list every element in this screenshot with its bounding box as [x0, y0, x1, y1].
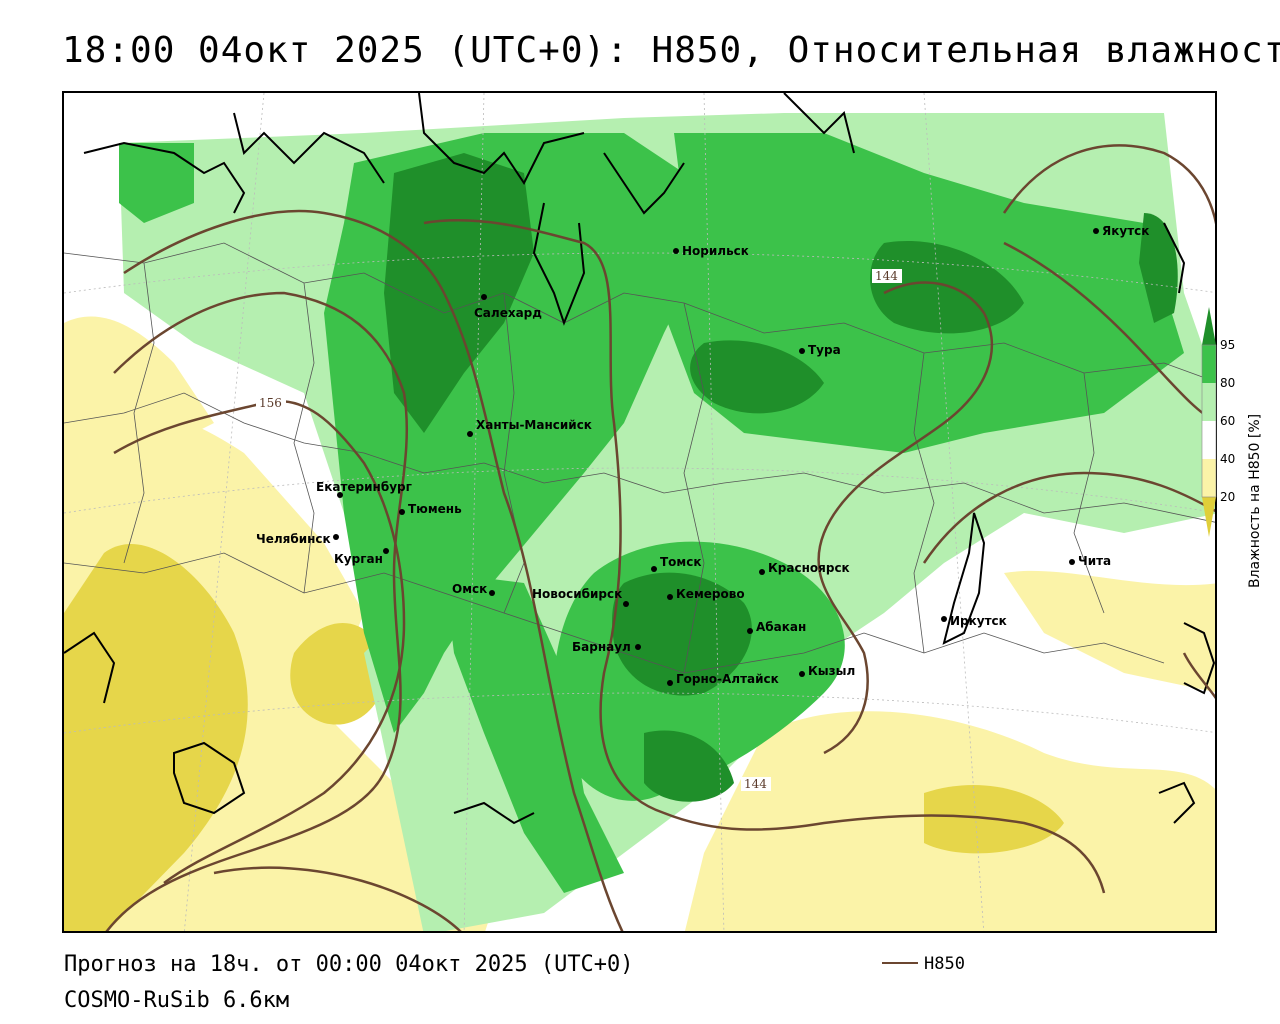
- h850-contours: [105, 144, 1215, 931]
- humidity-scale: 95 80 60 40 20: [1198, 305, 1258, 555]
- city-label-kurgan: Курган: [334, 552, 383, 566]
- city-dot-ekaterinburg: [337, 492, 343, 498]
- city-dot-kyzyl: [799, 671, 805, 677]
- city-dot-tura: [799, 348, 805, 354]
- forecast-info: Прогноз на 18ч. от 00:00 04окт 2025 (UTC…: [64, 952, 634, 977]
- scale-tick-20: 20: [1220, 490, 1235, 504]
- city-label-irkutsk: Иркутск: [950, 614, 1007, 628]
- city-dot-krasnoyarsk: [759, 569, 765, 575]
- city-label-ekaterinburg: Екатеринбург: [316, 480, 412, 494]
- city-dot-novosibirsk: [623, 601, 629, 607]
- city-label-omsk: Омск: [452, 582, 487, 596]
- city-label-salekhard: Салехард: [474, 306, 542, 320]
- contour-label-144-top: 144: [875, 269, 898, 283]
- scale-band-80: [1202, 383, 1216, 421]
- contour-legend-label: H850: [924, 954, 965, 974]
- city-label-krasnoyarsk: Красноярск: [768, 561, 850, 575]
- city-label-abakan: Абакан: [756, 620, 806, 634]
- contour-label-156: 156: [259, 396, 282, 410]
- contour-legend-swatch: [882, 962, 918, 964]
- humidity-map: 144 156 144 Норильск Якутск Салехард Тур…: [64, 93, 1215, 931]
- city-dot-tomsk: [651, 566, 657, 572]
- city-label-barnaul: Барнаул: [572, 640, 631, 654]
- city-dot-kemerovo: [667, 594, 673, 600]
- contour-labels: 144 156 144: [256, 269, 902, 791]
- city-label-kyzyl: Кызыл: [808, 664, 855, 678]
- model-name: COSMO-RuSib 6.6км: [64, 988, 290, 1013]
- city-dot-norilsk: [673, 248, 679, 254]
- scale-title-text: Влажность на H850 [%]: [1247, 413, 1263, 588]
- city-label-gorno-altaysk: Горно-Алтайск: [676, 672, 779, 686]
- city-dot-chelyabinsk: [333, 534, 339, 540]
- scale-band-40: [1202, 459, 1216, 497]
- contour-label-144-bottom: 144: [744, 777, 767, 791]
- city-dot-kurgan: [383, 548, 389, 554]
- scale-bottom-arrow: [1202, 497, 1216, 537]
- city-dot-irkutsk: [941, 616, 947, 622]
- city-dot-barnaul: [635, 644, 641, 650]
- scale-tick-80: 80: [1220, 376, 1235, 390]
- city-label-chita: Чита: [1078, 554, 1111, 568]
- city-dot-salekhard: [481, 294, 487, 300]
- coastlines: [64, 93, 1215, 825]
- city-dot-khanty-mansiysk: [467, 431, 473, 437]
- city-dot-gorno-altaysk: [667, 680, 673, 686]
- city-dot-omsk: [489, 590, 495, 596]
- region-borders: [64, 242, 1215, 674]
- city-label-tura: Тура: [808, 343, 841, 357]
- scale-tick-60: 60: [1220, 414, 1235, 428]
- graticule: [64, 93, 1215, 931]
- city-dot-abakan: [747, 628, 753, 634]
- scale-top-arrow: [1202, 307, 1216, 345]
- scale-band-95: [1202, 345, 1216, 383]
- city-label-novosibirsk: Новосибирск: [532, 587, 622, 601]
- city-label-norilsk: Норильск: [682, 244, 749, 258]
- city-label-khanty-mansiysk: Ханты-Мансийск: [476, 418, 592, 432]
- city-label-tyumen: Тюмень: [408, 502, 462, 516]
- city-dot-chita: [1069, 559, 1075, 565]
- scale-tick-40: 40: [1220, 452, 1235, 466]
- city-label-kemerovo: Кемерово: [676, 587, 745, 601]
- map-panel[interactable]: 144 156 144 Норильск Якутск Салехард Тур…: [62, 91, 1217, 933]
- city-dot-tyumen: [399, 509, 405, 515]
- scale-title: Влажность на H850 [%]: [1247, 355, 1267, 590]
- cities: Норильск Якутск Салехард Тура Ханты-Манс…: [256, 224, 1149, 686]
- map-title: 18:00 04окт 2025 (UTC+0): H850, Относите…: [62, 30, 1280, 71]
- scale-tick-95: 95: [1220, 338, 1235, 352]
- scale-band-60: [1202, 421, 1216, 459]
- city-dot-yakutsk: [1093, 228, 1099, 234]
- city-label-tomsk: Томск: [660, 555, 702, 569]
- city-label-chelyabinsk: Челябинск: [256, 532, 331, 546]
- city-label-yakutsk: Якутск: [1102, 224, 1149, 238]
